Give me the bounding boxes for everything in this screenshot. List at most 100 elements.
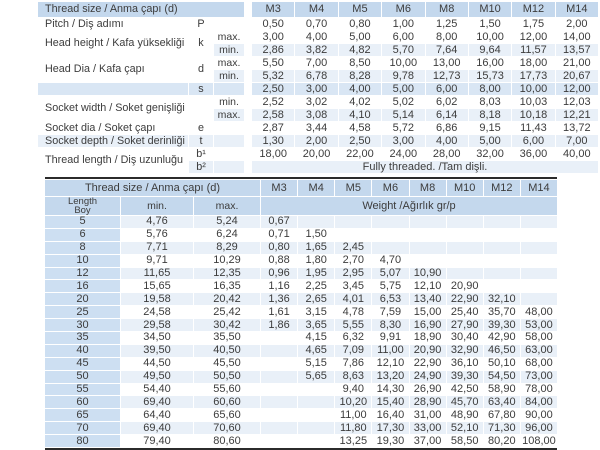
max-cell: 80,60 <box>194 435 260 448</box>
weight-cell: 0,80 <box>261 241 298 254</box>
dim-value-cell: 18,00 <box>512 57 555 69</box>
dim-value-cell: 10,03 <box>512 96 555 108</box>
weight-cell: 46,50 <box>483 344 520 357</box>
weight-cell: 108,00 <box>520 435 557 448</box>
weight-cell <box>520 254 557 267</box>
weight-cell: 63,00 <box>520 344 557 357</box>
dim-value-cell: 4,00 <box>338 83 382 95</box>
dim-value-cell: 24,00 <box>382 148 425 160</box>
min-cell: 4,76 <box>121 216 193 228</box>
dim-symbol: e <box>189 122 213 134</box>
length-cell: 16 <box>45 280 120 293</box>
dim-row-label: Head height / Kafa yüksekliği <box>38 31 188 56</box>
dim-value-cell: 12,21 <box>555 109 598 121</box>
weight-cell: 5,15 <box>298 357 335 370</box>
dim-value-cell: 3,00 <box>252 31 295 43</box>
dim-value-cell: 9,78 <box>382 70 425 82</box>
weight-cell: 3,45 <box>335 280 372 293</box>
weight-cell: 25,40 <box>446 306 483 319</box>
length-cell: 65 <box>45 409 120 422</box>
weight-cell: 1,65 <box>298 241 335 254</box>
dim-value-cell: 7,00 <box>295 57 338 69</box>
dim-sub-label <box>214 18 244 30</box>
dim-value-cell: 3,82 <box>295 44 338 56</box>
dim-row-label: Socket width / Soket genişliği <box>38 96 188 121</box>
weight-cell: 0,71 <box>261 228 298 241</box>
max-cell: 35,50 <box>194 332 260 344</box>
dim-value-cell: 2,00 <box>295 135 338 147</box>
dim-value-cell: 40,00 <box>555 148 598 160</box>
dim-row-label: Pitch / Diş adımı <box>38 18 188 30</box>
dim-value-cell: 1,75 <box>512 18 555 30</box>
dim-sub-label <box>214 161 244 173</box>
weight-cell: 11,80 <box>335 422 372 435</box>
max-cell: 70,60 <box>194 422 260 435</box>
min-cell: 64,40 <box>121 409 193 422</box>
dim-value-cell: 21,00 <box>555 57 598 69</box>
weight-cell <box>520 241 557 254</box>
min-cell: 69,40 <box>121 422 193 435</box>
weight-cell: 7,59 <box>372 306 409 319</box>
weight-cell: 84,00 <box>520 396 557 409</box>
weight-cell: 24,90 <box>409 370 446 383</box>
weight-cell: 1,36 <box>261 293 298 306</box>
dim-value-cell: 8,28 <box>338 70 382 82</box>
max-cell: 55,60 <box>194 383 260 396</box>
dim-value-cell: 4,02 <box>338 96 382 108</box>
dim-value-cell: 12,00 <box>555 83 598 95</box>
weight-cell: 58,50 <box>446 435 483 448</box>
weight-cell: 9,91 <box>372 332 409 344</box>
dim-value-cell: 36,00 <box>512 148 555 160</box>
weight-cell: 2,25 <box>298 280 335 293</box>
min-cell: 5,76 <box>121 228 193 241</box>
weight-cell: 20,90 <box>446 280 483 293</box>
weight-cell <box>261 370 298 383</box>
weight-cell: 48,90 <box>446 409 483 422</box>
max-cell: 10,29 <box>194 254 260 267</box>
weight-cell: 14,30 <box>372 383 409 396</box>
weight-cell <box>520 216 557 228</box>
dim-sub-label: max. <box>214 109 244 121</box>
dim-value-cell: 28,00 <box>425 148 468 160</box>
weight-cell <box>261 383 298 396</box>
dim-sub-label: max. <box>214 31 244 43</box>
size-header-m3: M3 <box>252 2 295 17</box>
dim-value-cell: 8,00 <box>425 31 468 43</box>
weight-cell <box>446 241 483 254</box>
weight-cell: 1,86 <box>261 319 298 332</box>
length-cell: 25 <box>45 306 120 319</box>
dim-symbol: b¹ <box>189 148 213 160</box>
weight-size-header-m12: M12 <box>483 180 520 196</box>
dim-sub-label: min. <box>214 70 244 82</box>
weight-cell: 54,50 <box>483 370 520 383</box>
weight-cell: 8,30 <box>372 319 409 332</box>
dim-value-cell: 8,50 <box>338 57 382 69</box>
weight-cell: 53,00 <box>520 319 557 332</box>
max-cell: 45,50 <box>194 357 260 370</box>
weight-cell: 3,15 <box>298 306 335 319</box>
weight-cell: 6,53 <box>372 293 409 306</box>
length-cell: 20 <box>45 293 120 306</box>
dim-value-cell: 10,00 <box>512 83 555 95</box>
weight-cell <box>372 216 409 228</box>
weight-cell: 39,30 <box>446 370 483 383</box>
weight-cell <box>372 241 409 254</box>
length-cell: 70 <box>45 422 120 435</box>
weight-cell: 9,40 <box>335 383 372 396</box>
max-cell: 8,29 <box>194 241 260 254</box>
dim-value-cell: 5,00 <box>382 83 425 95</box>
weight-cell: 50,10 <box>483 357 520 370</box>
weight-cell: 22,90 <box>409 357 446 370</box>
weight-cell <box>483 228 520 241</box>
dim-sub-label <box>214 135 244 147</box>
size-header-m14: M14 <box>555 2 598 17</box>
weight-cell: 73,00 <box>520 370 557 383</box>
dim-value-cell: 5,72 <box>382 122 425 134</box>
length-cell: 8 <box>45 241 120 254</box>
dim-value-cell: 18,00 <box>252 148 295 160</box>
weight-cell: 28,90 <box>409 396 446 409</box>
dim-value-cell: 6,00 <box>512 135 555 147</box>
dim-value-cell: 4,10 <box>338 109 382 121</box>
dim-row-label: Socket dia / Soket çapı <box>38 122 188 134</box>
